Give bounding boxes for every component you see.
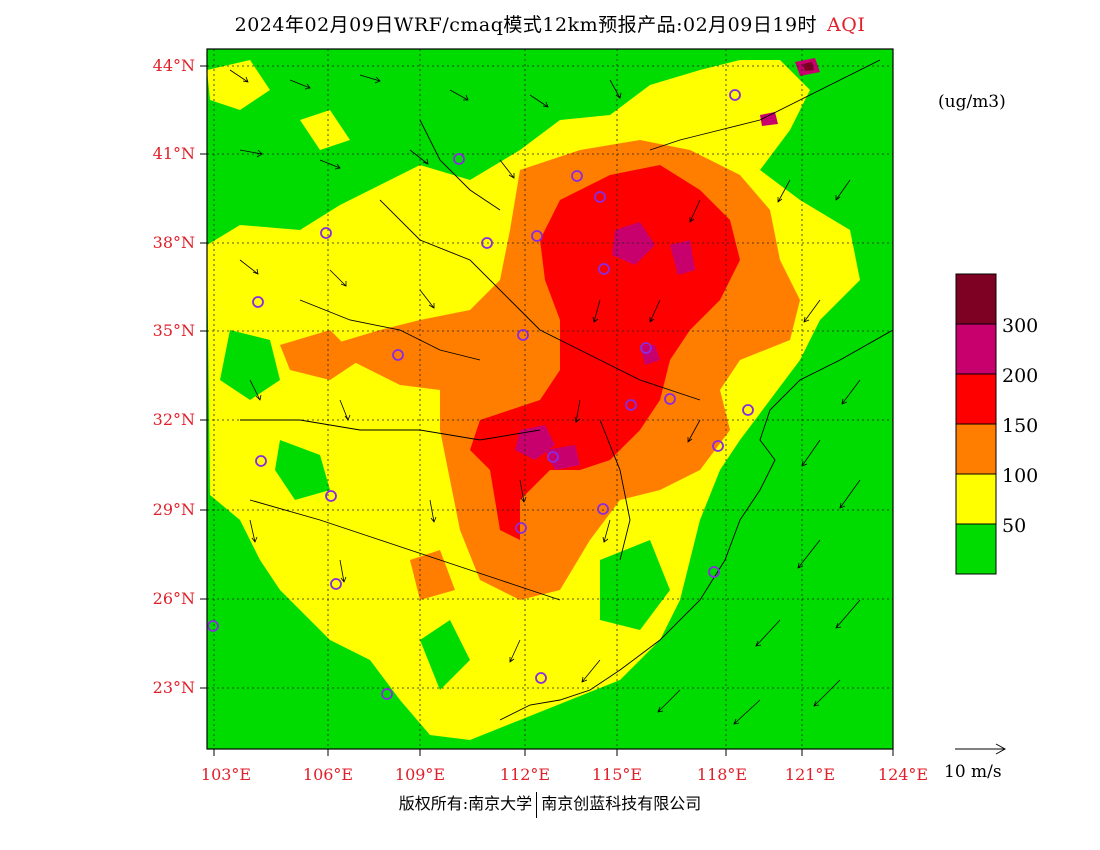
title-main: 2024年02月09日WRF/cmaq模式12km预报产品:02月09日19时	[234, 14, 818, 36]
station-marker	[598, 263, 610, 275]
station-marker	[320, 227, 332, 239]
lon-label-118e: 118°E	[696, 765, 748, 784]
station-marker	[481, 237, 493, 249]
station-marker	[571, 170, 583, 182]
footer-separator	[536, 791, 538, 818]
footer-left: 版权所有:南京大学	[398, 794, 533, 813]
station-marker	[712, 440, 724, 452]
lat-label-32n: 32°N	[152, 410, 195, 429]
lat-label-23n: 23°N	[152, 678, 195, 697]
legend-label-150: 150	[1002, 415, 1039, 437]
legend-swatch-usg	[955, 423, 997, 475]
lon-label-121e: 121°E	[784, 765, 836, 784]
good-patch	[207, 330, 670, 749]
usg-zone	[280, 330, 360, 380]
legend-swatch-hazardous	[955, 273, 997, 325]
axis-ticks	[200, 65, 894, 756]
lon-label-124e: 124°E	[877, 765, 929, 784]
station-marker	[517, 329, 529, 341]
very-unhealthy-zone	[515, 58, 820, 470]
lat-label-38n: 38°N	[152, 233, 195, 252]
station-marker	[252, 296, 264, 308]
lat-label-29n: 29°N	[152, 500, 195, 519]
color-legend	[955, 273, 997, 575]
legend-label-100: 100	[1002, 465, 1039, 487]
station-marker	[392, 349, 404, 361]
station-marker	[597, 503, 609, 515]
legend-swatch-moderate	[955, 473, 997, 525]
lon-label-115e: 115°E	[591, 765, 643, 784]
footer-right: 南京创蓝科技有限公司	[541, 794, 702, 813]
lat-label-26n: 26°N	[152, 589, 195, 608]
station-marker	[664, 393, 676, 405]
lon-label-109e: 109°E	[394, 765, 446, 784]
station-marker	[594, 191, 606, 203]
wind-vectors	[229, 69, 861, 725]
station-marker	[708, 566, 720, 578]
lat-label-44n: 44°N	[152, 56, 195, 75]
station-marker	[453, 153, 465, 165]
station-marker	[625, 399, 637, 411]
legend-label-50: 50	[1002, 515, 1027, 537]
station-marker	[547, 451, 559, 463]
reference-vector-label: 10 m/s	[944, 762, 1002, 782]
title-variable: AQI	[827, 14, 866, 36]
copyright-footer: 版权所有:南京大学 南京创蓝科技有限公司	[0, 790, 1100, 818]
legend-swatch-very-unhealthy	[955, 323, 997, 375]
legend-swatch-good	[955, 523, 997, 575]
station-marker	[515, 522, 527, 534]
graticule	[207, 49, 893, 749]
station-marker	[330, 578, 342, 590]
station-marker	[255, 455, 267, 467]
station-marker	[729, 89, 741, 101]
chart-title: 2024年02月09日WRF/cmaq模式12km预报产品:02月09日19时 A…	[0, 10, 1100, 37]
legend-label-200: 200	[1002, 365, 1039, 387]
station-markers	[207, 89, 754, 700]
lon-label-112e: 112°E	[499, 765, 551, 784]
lon-label-106e: 106°E	[302, 765, 354, 784]
station-marker	[535, 672, 547, 684]
station-marker	[325, 490, 337, 502]
station-marker	[381, 688, 393, 700]
lon-label-103e: 103°E	[200, 765, 252, 784]
legend-swatch-unhealthy	[955, 373, 997, 425]
reference-vector-arrow	[955, 743, 1007, 755]
hazardous-spot	[803, 62, 814, 71]
boundaries	[240, 59, 893, 721]
legend-label-300: 300	[1002, 315, 1039, 337]
station-marker	[742, 404, 754, 416]
lat-label-35n: 35°N	[152, 321, 195, 340]
lat-label-41n: 41°N	[152, 144, 195, 163]
station-marker	[531, 230, 543, 242]
unit-label: (ug/m3)	[938, 92, 1006, 112]
station-marker	[640, 342, 652, 354]
station-marker	[207, 620, 219, 632]
usg-zone	[410, 550, 455, 600]
map-frame	[206, 48, 894, 750]
